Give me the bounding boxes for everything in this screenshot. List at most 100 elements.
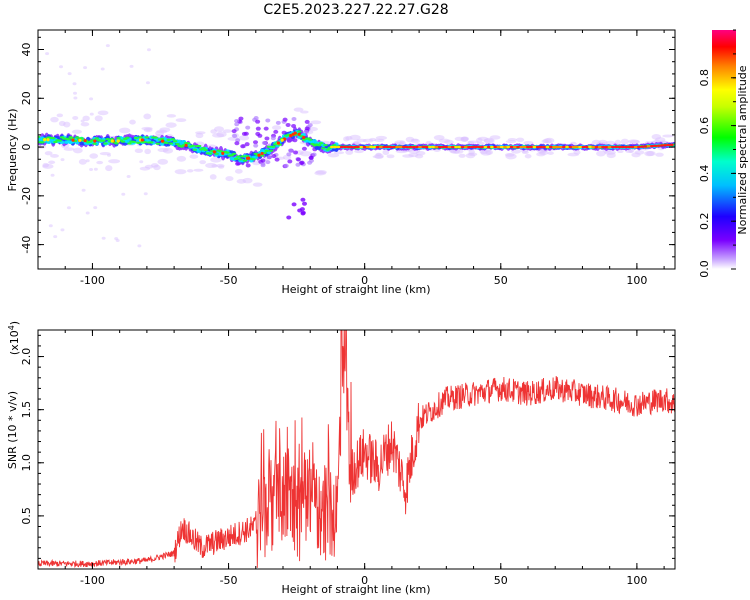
heatmap-cell: [311, 152, 317, 157]
heatmap-cell: [244, 142, 250, 147]
heatmap-cell: [42, 163, 54, 169]
snr-ylabel: SNR (10 * v/v): [6, 391, 19, 469]
heatmap-cell: [398, 145, 403, 149]
heatmap-cell: [382, 149, 390, 156]
heatmap-cell: [524, 153, 532, 159]
heatmap-cell: [633, 145, 638, 149]
heatmap-cell: [365, 145, 370, 149]
snr-scale-suffix: ): [8, 321, 21, 325]
heatmap-cell: [71, 129, 82, 134]
heatmap-cell: [410, 138, 421, 144]
heatmap-cell: [266, 145, 272, 148]
heatmap-cell: [468, 149, 475, 155]
heatmap-cell: [93, 139, 97, 143]
heatmap-cell: [578, 145, 583, 149]
heatmap-cell: [594, 145, 599, 149]
heatmap-cell: [522, 145, 527, 149]
snr-frame: [37, 329, 676, 570]
heatmap-cell: [144, 148, 152, 155]
heatmap-cell: [620, 138, 629, 145]
heatmap-cell: [288, 148, 294, 153]
heatmap-cell: [121, 192, 126, 196]
heatmap-cell: [242, 177, 253, 184]
heatmap-cell: [343, 136, 350, 142]
heatmap-cell: [545, 145, 550, 149]
heatmap-cell: [186, 169, 194, 173]
heatmap-cell: [293, 107, 304, 112]
heatmap-cell: [60, 158, 65, 162]
heatmap-cell: [176, 155, 187, 162]
heatmap-cell: [437, 145, 442, 149]
heatmap-cell: [234, 122, 240, 127]
heatmap-cell: [463, 145, 468, 149]
snr-axes: -100 -50 0 50 100 0.5 1.0 1.5 2.0: [20, 330, 675, 587]
heatmap-cell: [650, 144, 655, 148]
heatmap-cell: [203, 148, 208, 152]
heatmap-cell: [388, 145, 393, 149]
heatmap-cell: [190, 144, 195, 147]
heatmap-marks: [38, 44, 675, 248]
heatmap-cell: [257, 153, 261, 157]
heatmap-cell: [234, 141, 240, 146]
heatmap-cell: [314, 170, 327, 176]
heatmap-cell: [454, 145, 459, 149]
heatmap-cell: [135, 141, 141, 145]
heatmap-cell: [93, 167, 98, 171]
heatmap-cell: [385, 145, 390, 149]
heatmap-cell: [631, 152, 641, 158]
x-tick-label: 0: [361, 574, 368, 587]
heatmap-cell: [85, 211, 90, 215]
heatmap-cell: [260, 161, 266, 166]
heatmap-cell: [421, 145, 426, 149]
heatmap-cell: [168, 142, 174, 145]
heatmap-cell: [333, 151, 345, 155]
heatmap-cell: [467, 140, 479, 144]
heatmap-cell: [146, 128, 151, 132]
heatmap-cell: [460, 145, 465, 149]
y-tick-label: 0: [20, 144, 33, 151]
heatmap-cell: [271, 125, 282, 130]
heatmap-cell: [301, 201, 307, 206]
heatmap-cell: [255, 119, 261, 124]
heatmap-cell: [575, 145, 579, 149]
heatmap-cell: [297, 130, 302, 133]
heatmap-cell: [223, 129, 232, 133]
heatmap-cell: [293, 131, 297, 135]
heatmap-cell: [80, 122, 90, 127]
heatmap-cell: [273, 129, 279, 134]
heatmap-cell: [330, 145, 334, 149]
heatmap-cell: [548, 145, 553, 149]
heatmap-cell: [72, 91, 77, 95]
heatmap-cell: [270, 136, 276, 141]
heatmap-cell: [581, 145, 586, 149]
snr-xlabel: Height of straight line (km): [281, 583, 430, 596]
heatmap-cell: [110, 139, 114, 143]
heatmap-cell: [59, 65, 64, 69]
heatmap-cell: [78, 158, 87, 165]
x-tick-label: 100: [626, 274, 647, 287]
heatmap-cell: [349, 134, 361, 141]
heatmap-cell: [454, 136, 465, 141]
heatmap-cell: [614, 145, 619, 149]
heatmap-cell: [458, 153, 466, 158]
heatmap-cell: [418, 145, 423, 149]
heatmap-cell: [189, 154, 199, 159]
heatmap-cell: [516, 145, 521, 149]
heatmap-cell: [503, 145, 508, 149]
heatmap-cell: [94, 137, 100, 140]
colorbar-tick-label: 0.0: [698, 260, 711, 278]
heatmap-cell: [300, 197, 306, 202]
heatmap-cell: [72, 147, 83, 154]
heatmap-cell: [50, 173, 55, 177]
heatmap-cell: [260, 158, 266, 163]
colorbar: 0.0 0.2 0.4 0.6 0.8 Normalized spectral ampl…: [698, 29, 749, 278]
heatmap-cell: [212, 150, 216, 154]
heatmap-cell: [506, 145, 511, 149]
heatmap-cell: [302, 135, 306, 140]
heatmap-cell: [165, 122, 177, 128]
heatmap-cell: [125, 136, 130, 139]
heatmap-cell: [656, 144, 661, 147]
snr-panel: -100 -50 0 50 100 0.5 1.0 1.5 2.0 Height of stra…: [6, 321, 676, 596]
heatmap-cell: [100, 67, 105, 71]
heatmap-cell: [93, 206, 98, 210]
